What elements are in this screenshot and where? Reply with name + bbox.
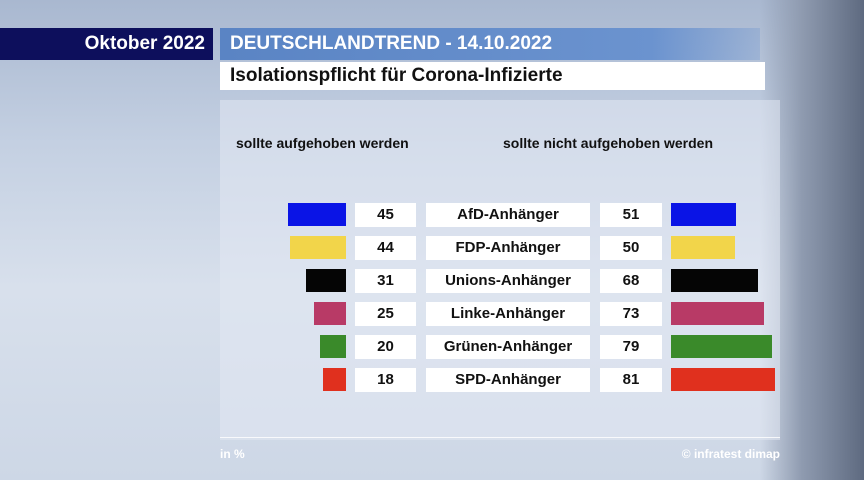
right-bar bbox=[671, 302, 765, 325]
chart-row: 20 Grünen-Anhänger 79 bbox=[0, 335, 864, 359]
source-label: © infratest dimap bbox=[681, 447, 780, 461]
chart-row: 25 Linke-Anhänger 73 bbox=[0, 302, 864, 326]
right-bar bbox=[671, 203, 737, 226]
left-value: 25 bbox=[355, 302, 416, 326]
chart-row: 44 FDP-Anhänger 50 bbox=[0, 236, 864, 260]
left-bar bbox=[320, 335, 346, 358]
chart-subtitle: Isolationspflicht für Corona-Infizierte bbox=[220, 62, 765, 90]
right-bar bbox=[671, 368, 775, 391]
right-value: 73 bbox=[600, 302, 662, 326]
category-label: FDP-Anhänger bbox=[426, 236, 590, 260]
right-value: 79 bbox=[600, 335, 662, 359]
left-value: 31 bbox=[355, 269, 416, 293]
chart-row: 18 SPD-Anhänger 81 bbox=[0, 368, 864, 392]
left-bar bbox=[306, 269, 346, 292]
left-value: 18 bbox=[355, 368, 416, 392]
right-value: 81 bbox=[600, 368, 662, 392]
chart-row: 45 AfD-Anhänger 51 bbox=[0, 203, 864, 227]
chart-row: 31 Unions-Anhänger 68 bbox=[0, 269, 864, 293]
left-bar bbox=[314, 302, 346, 325]
right-bar bbox=[671, 335, 773, 358]
left-series-header: sollte aufgehoben werden bbox=[236, 135, 409, 151]
left-bar bbox=[288, 203, 346, 226]
category-label: AfD-Anhänger bbox=[426, 203, 590, 227]
unit-label: in % bbox=[220, 447, 245, 461]
right-value: 51 bbox=[600, 203, 662, 227]
category-label: Grünen-Anhänger bbox=[426, 335, 590, 359]
right-value: 68 bbox=[600, 269, 662, 293]
left-bar bbox=[289, 236, 346, 259]
month-label: Oktober 2022 bbox=[0, 28, 213, 60]
right-value: 50 bbox=[600, 236, 662, 260]
left-value: 45 bbox=[355, 203, 416, 227]
category-label: Linke-Anhänger bbox=[426, 302, 590, 326]
left-bar bbox=[322, 368, 346, 391]
right-series-header: sollte nicht aufgehoben werden bbox=[503, 135, 714, 151]
left-value: 44 bbox=[355, 236, 416, 260]
right-bar bbox=[671, 269, 759, 292]
footer-divider bbox=[220, 437, 780, 438]
trend-title: DEUTSCHLANDTREND - 14.10.2022 bbox=[220, 28, 760, 60]
right-bar bbox=[671, 236, 735, 259]
category-label: SPD-Anhänger bbox=[426, 368, 590, 392]
left-value: 20 bbox=[355, 335, 416, 359]
category-label: Unions-Anhänger bbox=[426, 269, 590, 293]
